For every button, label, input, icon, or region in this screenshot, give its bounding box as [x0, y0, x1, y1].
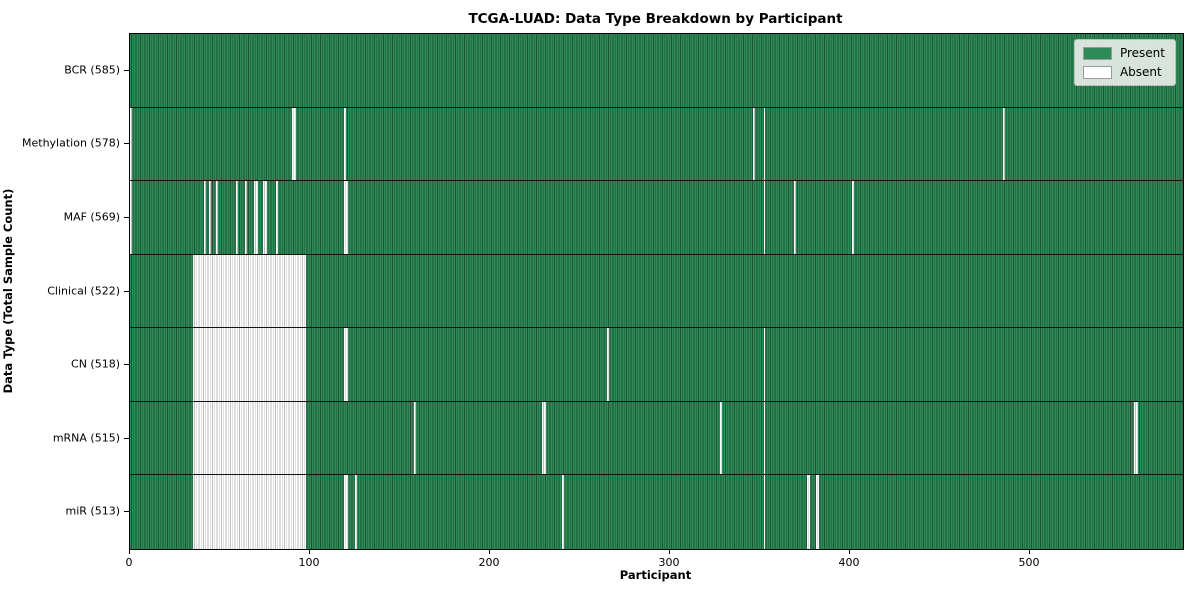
y-tick-mark [124, 511, 129, 512]
x-tick-label-300: 300 [658, 556, 680, 569]
absent-region [193, 328, 307, 401]
absent-region [203, 181, 206, 254]
absent-region [344, 107, 346, 181]
absent-region [193, 475, 307, 549]
absent-region [815, 475, 820, 549]
absent-region [851, 181, 854, 254]
x-tick-label-500: 500 [1018, 556, 1040, 569]
legend-item-absent: Absent [1082, 65, 1165, 79]
absent-region [275, 181, 278, 254]
y-tick-mark [124, 217, 129, 218]
absent-region [193, 401, 307, 475]
heatmap-rows [130, 34, 1183, 549]
absent-region [763, 107, 766, 181]
absent-region [607, 328, 609, 401]
x-tick-mark [1029, 549, 1030, 554]
x-tick-label-100: 100 [298, 556, 320, 569]
y-tick-label-miR: miR (513) [65, 504, 121, 518]
absent-region [263, 181, 267, 254]
y-tick-label-Methylation: Methylation (578) [22, 136, 120, 150]
legend-present-swatch [1082, 46, 1112, 60]
y-tick-mark [124, 291, 129, 292]
y-tick-label-MAF: MAF (569) [63, 210, 120, 224]
absent-region [209, 181, 211, 254]
absent-region [763, 328, 766, 401]
absent-region [763, 401, 766, 475]
heatmap-row-mRNA [130, 401, 1183, 476]
absent-region [794, 181, 796, 254]
absent-region [292, 107, 296, 181]
legend-absent-swatch [1082, 65, 1112, 79]
absent-region [763, 181, 766, 254]
absent-region [720, 401, 723, 475]
absent-region [414, 401, 417, 475]
x-tick-label-0: 0 [125, 556, 133, 569]
x-tick-label-400: 400 [838, 556, 860, 569]
y-tick-label-BCR: BCR (585) [64, 63, 120, 77]
absent-region [216, 181, 219, 254]
chart-title: TCGA-LUAD: Data Type Breakdown by Partic… [468, 11, 843, 27]
y-tick-mark [124, 438, 129, 439]
y-tick-mark [124, 364, 129, 365]
absent-region [254, 181, 258, 254]
legend-absent-label: Absent [1119, 65, 1162, 79]
x-axis-label: Participant [619, 568, 692, 582]
absent-region [562, 475, 564, 549]
x-tick-mark [849, 549, 850, 554]
absent-region [130, 107, 132, 181]
absent-region [542, 401, 546, 475]
y-tick-label-Clinical: Clinical (522) [47, 284, 120, 297]
absent-region [245, 181, 247, 254]
legend: Present Absent [1073, 39, 1176, 86]
absent-region [752, 107, 755, 181]
heatmap-row-CN [130, 328, 1183, 402]
heatmap-row-miR [130, 475, 1183, 549]
x-tick-mark [129, 549, 130, 554]
y-tick-mark [124, 70, 129, 71]
absent-region [355, 475, 357, 549]
x-tick-mark [669, 549, 670, 554]
legend-item-present: Present [1082, 46, 1165, 60]
absent-region [344, 328, 348, 401]
y-tick-label-CN: CN (518) [71, 357, 120, 371]
y-tick-label-mRNA: mRNA (515) [52, 431, 120, 445]
absent-region [236, 181, 238, 254]
absent-region [1134, 401, 1138, 475]
heatmap-row-Clinical [130, 254, 1183, 329]
x-tick-mark [489, 549, 490, 554]
heatmap-row-MAF [130, 181, 1183, 255]
absent-region [193, 254, 307, 328]
x-tick-mark [309, 549, 310, 554]
absent-region [130, 181, 132, 254]
absent-region [344, 181, 348, 254]
y-tick-mark [124, 143, 129, 144]
absent-region [763, 475, 766, 549]
absent-region [806, 475, 811, 549]
x-tick-label-200: 200 [478, 556, 500, 569]
heatmap-row-BCR [130, 34, 1183, 108]
plot-area: Present Absent [129, 33, 1184, 550]
absent-region [1003, 107, 1005, 181]
heatmap-row-Methylation [130, 107, 1183, 182]
legend-present-label: Present [1119, 46, 1165, 60]
absent-region [344, 475, 348, 549]
